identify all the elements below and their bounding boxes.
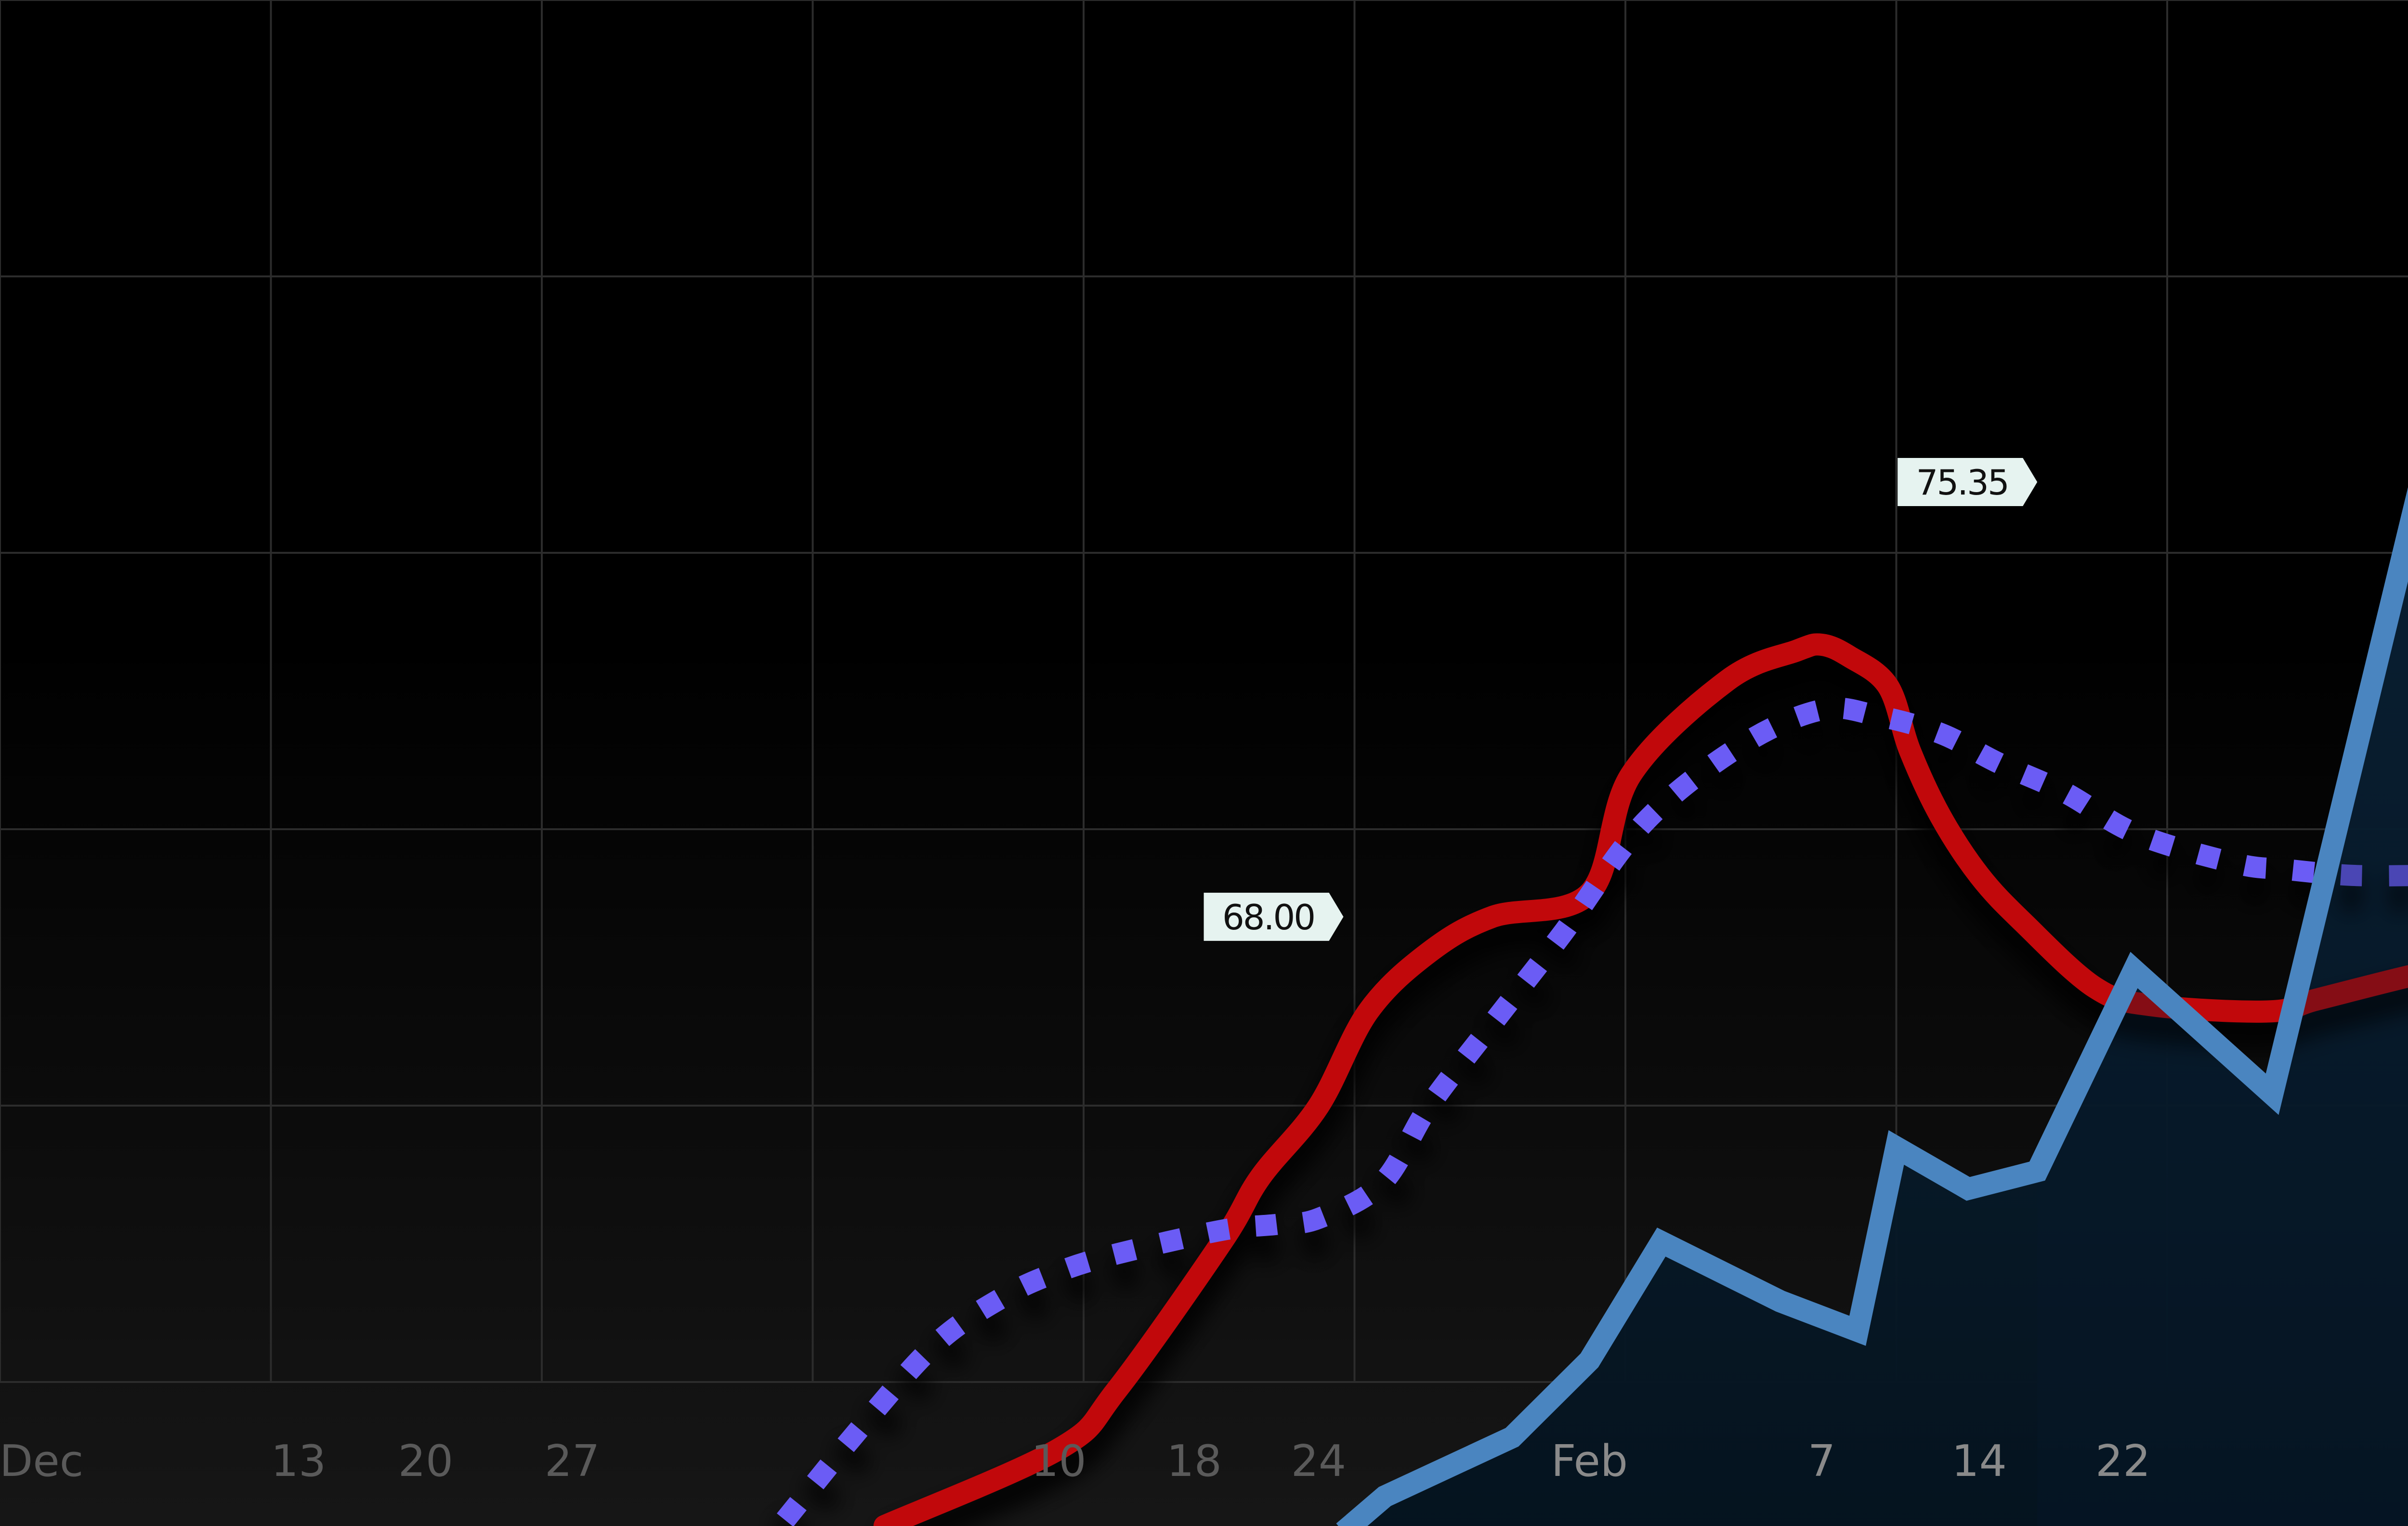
- x-tick-label: 13: [271, 1436, 327, 1487]
- area-overlay: [2037, 534, 2408, 1526]
- x-tick-label: 7: [1808, 1436, 1835, 1487]
- data-label-tag: 75.35: [1898, 458, 2038, 507]
- x-tick-label: Dec: [0, 1436, 83, 1487]
- data-label-background: [1204, 892, 1344, 941]
- series-area-fill: [1343, 534, 2408, 1526]
- x-tick-label: 27: [545, 1436, 600, 1487]
- area-layer: [1343, 534, 2408, 1526]
- series-shadow: [774, 710, 2408, 1526]
- x-tick-label: 22: [2095, 1436, 2151, 1487]
- data-label-tag: 68.00: [1204, 892, 1344, 941]
- x-tick-label: 14: [1951, 1436, 2007, 1487]
- grid: [0, 0, 2408, 1383]
- series-area-line-top: [1336, 487, 2408, 1526]
- x-tick-label: 18: [1166, 1436, 1222, 1487]
- x-tick-label: 20: [398, 1436, 454, 1487]
- data-label-background: [1898, 458, 2038, 507]
- line-layer: [777, 487, 2408, 1526]
- x-tick-label: Feb: [1551, 1436, 1628, 1487]
- x-tick-label: 10: [1031, 1436, 1086, 1487]
- data-label-value: 68.00: [1222, 897, 1314, 938]
- annotations: 68.00 75.35: [1204, 458, 2038, 941]
- series-dotted-line: [777, 697, 2408, 1526]
- x-axis-ticks: Dec 13 20 27 10 18 24 Feb 7 14 22: [0, 1436, 2150, 1487]
- data-label-value: 75.35: [1916, 462, 2008, 503]
- x-tick-label: 24: [1291, 1436, 1347, 1487]
